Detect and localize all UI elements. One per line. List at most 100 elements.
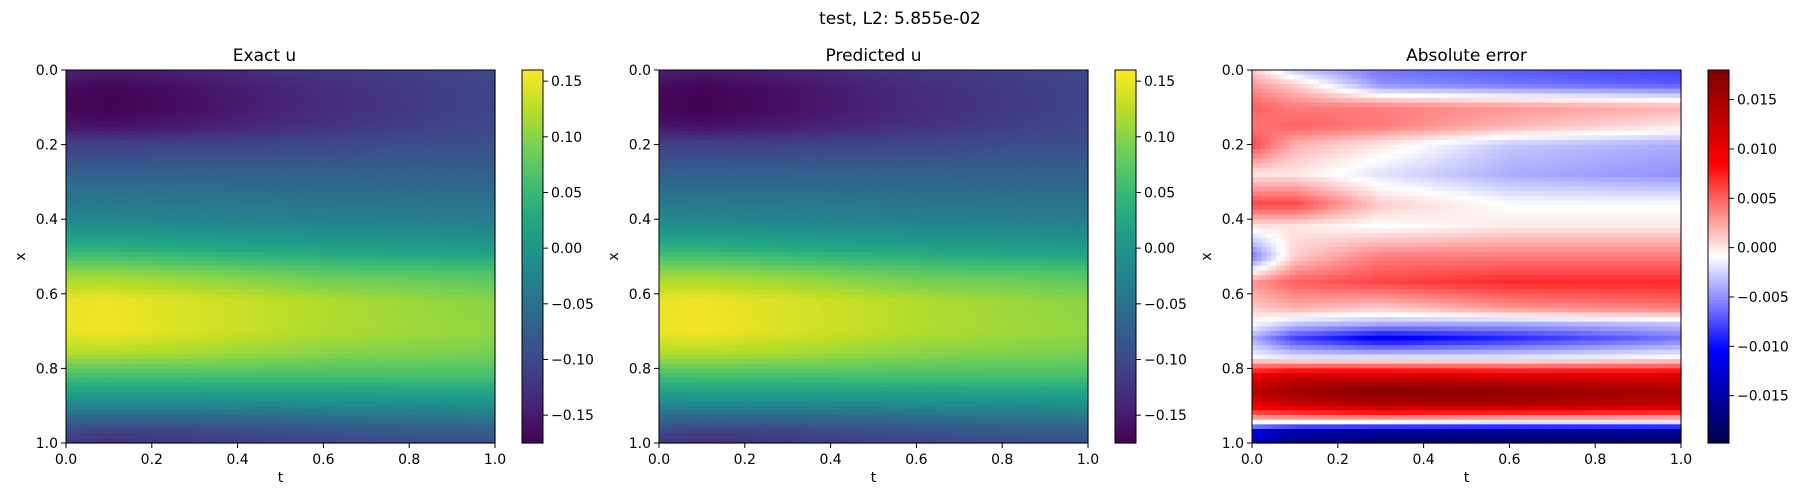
heatmap-cell xyxy=(394,135,401,141)
heatmap-cell xyxy=(390,102,396,108)
heatmap-cell xyxy=(218,172,224,178)
heatmap-cell xyxy=(189,209,196,216)
heatmap-cell xyxy=(204,88,210,94)
heatmap-cell xyxy=(170,121,177,127)
heatmap-cell xyxy=(166,275,172,281)
heatmap-cell xyxy=(356,139,363,146)
heatmap-cell xyxy=(94,293,100,300)
heatmap-cell xyxy=(132,97,139,104)
heatmap-cell xyxy=(156,153,162,160)
heatmap-cell xyxy=(247,289,253,295)
heatmap-cell xyxy=(132,265,139,272)
heatmap-cell xyxy=(270,326,277,332)
heatmap-cell xyxy=(399,70,406,76)
heatmap-cell xyxy=(418,158,425,164)
heatmap-cell xyxy=(185,83,191,90)
heatmap-cell xyxy=(366,186,372,192)
heatmap-cell xyxy=(452,70,458,76)
heatmap-cell xyxy=(247,135,253,141)
heatmap-cell xyxy=(75,200,81,206)
heatmap-cell xyxy=(352,177,358,183)
heatmap-cell xyxy=(413,289,420,295)
heatmap-cell xyxy=(247,93,253,99)
heatmap-cell xyxy=(309,177,315,183)
heatmap-cell xyxy=(323,177,329,183)
heatmap-cell xyxy=(223,275,229,281)
heatmap-cell xyxy=(399,121,406,127)
heatmap-cell xyxy=(123,121,129,127)
heatmap-cell xyxy=(452,83,458,90)
heatmap-cell xyxy=(352,265,358,272)
heatmap-cell xyxy=(147,265,153,272)
heatmap-cell xyxy=(228,289,234,295)
heatmap-cell xyxy=(433,209,439,216)
heatmap-cell xyxy=(123,83,129,90)
heatmap-cell xyxy=(251,303,258,309)
heatmap-cell xyxy=(304,247,310,253)
heatmap-cell xyxy=(285,149,291,155)
heatmap-cell xyxy=(242,200,248,206)
heatmap-cell xyxy=(194,270,201,276)
heatmap-cell xyxy=(275,233,282,239)
heatmap-cell xyxy=(223,125,229,132)
heatmap-cell xyxy=(399,153,406,160)
heatmap-cell xyxy=(452,186,458,192)
heatmap-cell xyxy=(404,321,410,328)
heatmap-cell xyxy=(390,209,396,216)
heatmap-cell xyxy=(442,284,448,290)
heatmap-cell xyxy=(66,74,72,80)
heatmap-cell xyxy=(342,321,348,328)
heatmap-cell xyxy=(399,139,406,146)
heatmap-cell xyxy=(390,111,396,118)
heatmap-cell xyxy=(256,293,263,300)
heatmap-cell xyxy=(442,167,448,174)
heatmap-cell xyxy=(80,111,86,118)
heatmap-cell xyxy=(290,317,296,323)
heatmap-cell xyxy=(108,289,115,295)
heatmap-cell xyxy=(137,242,143,248)
heatmap-cell xyxy=(175,74,181,80)
heatmap-cell xyxy=(204,149,210,155)
heatmap-cell xyxy=(375,214,382,220)
heatmap-cell xyxy=(113,172,120,178)
heatmap-cell xyxy=(185,317,191,323)
heatmap-cell xyxy=(304,223,310,230)
heatmap-cell xyxy=(94,303,100,309)
heatmap-cell xyxy=(170,251,177,258)
heatmap-cell xyxy=(275,256,282,262)
heatmap-cell xyxy=(285,284,291,290)
heatmap-cell xyxy=(156,158,162,164)
heatmap-cell xyxy=(294,321,301,328)
heatmap-cell xyxy=(223,247,229,253)
heatmap-cell xyxy=(270,139,277,146)
heatmap-cell xyxy=(313,130,320,136)
heatmap-cell xyxy=(347,139,353,146)
heatmap-cell xyxy=(447,247,453,253)
heatmap-cell xyxy=(371,111,377,118)
heatmap-cell xyxy=(390,172,396,178)
heatmap-cell xyxy=(337,219,344,225)
heatmap-cell xyxy=(137,139,143,146)
heatmap-cell xyxy=(413,247,420,253)
heatmap-cell xyxy=(127,289,134,295)
heatmap-cell xyxy=(85,163,91,169)
heatmap-cell xyxy=(485,191,491,197)
heatmap-cell xyxy=(242,265,248,272)
heatmap-cell xyxy=(213,247,220,253)
heatmap-cell xyxy=(328,74,334,80)
heatmap-cell xyxy=(147,70,153,76)
heatmap-cell xyxy=(433,130,439,136)
heatmap-cell xyxy=(485,97,491,104)
heatmap-cell xyxy=(385,298,391,304)
heatmap-cell xyxy=(323,247,329,253)
heatmap-cell xyxy=(166,209,172,216)
heatmap-cell xyxy=(242,125,248,132)
heatmap-cell xyxy=(471,74,477,80)
heatmap-cell xyxy=(461,265,467,272)
heatmap-cell xyxy=(418,195,425,202)
heatmap-cell xyxy=(466,205,472,211)
heatmap-cell xyxy=(104,172,110,178)
heatmap-cell xyxy=(380,307,386,314)
heatmap-cell xyxy=(99,307,105,314)
heatmap-cell xyxy=(251,275,258,281)
